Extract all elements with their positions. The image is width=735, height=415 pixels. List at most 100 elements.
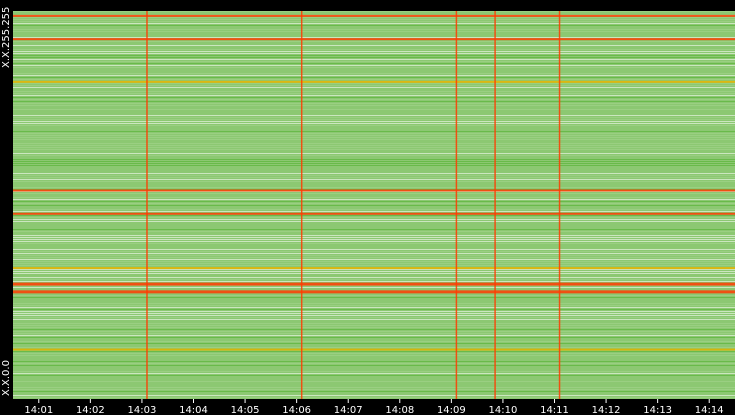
vertical-event-line xyxy=(494,11,496,399)
heatmap-row xyxy=(13,255,735,256)
heatmap-row xyxy=(13,235,735,236)
heatmap-row xyxy=(13,191,735,192)
heatmap-row xyxy=(13,265,735,266)
vertical-event-line xyxy=(455,11,458,399)
heatmap-row xyxy=(13,153,735,154)
heatmap-row xyxy=(13,359,735,360)
heatmap-row xyxy=(13,333,735,334)
heatmap-row xyxy=(13,315,735,316)
heatmap-row xyxy=(13,339,735,340)
heatmap-row xyxy=(13,35,735,36)
heatmap-row xyxy=(13,125,735,126)
heatmap-row xyxy=(13,387,735,388)
heatmap-row xyxy=(13,111,735,112)
heatmap-row xyxy=(13,89,735,90)
heatmap-row xyxy=(13,105,735,106)
y-tick-label-bottom: X.X.0.0 xyxy=(1,360,12,396)
heatmap-row xyxy=(13,209,735,210)
heatmap-row xyxy=(13,261,735,262)
heatmap-row xyxy=(13,139,735,140)
heatmap-row xyxy=(13,47,735,48)
heatmap-rows xyxy=(13,11,735,398)
heatmap-row xyxy=(13,227,735,228)
heatmap-row xyxy=(13,145,735,146)
heatmap-row xyxy=(13,335,735,336)
x-tick-label: 14:01 xyxy=(24,405,53,415)
heatmap-row xyxy=(13,75,735,76)
heatmap-row xyxy=(13,303,735,304)
heatmap-row xyxy=(13,375,735,376)
x-tick-label: 14:13 xyxy=(643,405,672,415)
hot-band xyxy=(13,80,735,83)
heatmap-row xyxy=(13,313,735,314)
heatmap-row xyxy=(13,385,735,386)
heatmap-row xyxy=(13,229,735,230)
heatmap-row xyxy=(13,263,735,264)
vertical-event-line xyxy=(146,11,148,399)
heatmap-row xyxy=(13,201,735,202)
x-tick-label: 14:10 xyxy=(489,405,518,415)
heatmap-row xyxy=(13,295,735,296)
heatmap-row xyxy=(13,323,735,324)
heatmap-row xyxy=(13,297,735,298)
heatmap-row xyxy=(13,279,735,280)
heatmap-row xyxy=(13,91,735,92)
heatmap-row xyxy=(13,363,735,364)
heatmap-row xyxy=(13,233,735,234)
hot-band xyxy=(13,189,735,192)
heatmap-hot-bands xyxy=(13,14,735,351)
heatmap-row xyxy=(13,307,735,308)
y-tick-label-top: X.X.255.255 xyxy=(1,6,12,68)
heatmap-row xyxy=(13,121,735,122)
heatmap-row xyxy=(13,195,735,196)
hot-band xyxy=(13,14,735,17)
heatmap-row xyxy=(13,103,735,104)
heatmap-row xyxy=(13,287,735,288)
heatmap-row xyxy=(13,225,735,226)
x-tick-label: 14:11 xyxy=(540,405,569,415)
heatmap-row xyxy=(13,219,735,220)
heatmap-row xyxy=(13,11,735,12)
heatmap-row xyxy=(13,361,735,362)
heatmap-row xyxy=(13,305,735,306)
heatmap-row xyxy=(13,37,735,38)
heatmap-row xyxy=(13,83,735,84)
heatmap-row xyxy=(13,45,735,46)
x-axis: 14:01 14:02 14:03 14:04 14:05 14:06 14:07 14:08… xyxy=(24,399,724,415)
heatmap-row xyxy=(13,95,735,96)
heatmap-row xyxy=(13,331,735,332)
heatmap-row xyxy=(13,343,735,344)
heatmap-row xyxy=(13,311,735,312)
heatmap-row xyxy=(13,109,735,110)
heatmap-row xyxy=(13,197,735,198)
heatmap-vertical-events xyxy=(146,11,561,399)
heatmap-row xyxy=(13,239,735,240)
heatmap-row xyxy=(13,143,735,144)
heatmap-row xyxy=(13,277,735,278)
heatmap-row xyxy=(13,65,735,66)
heatmap-row xyxy=(13,59,735,60)
heatmap-row xyxy=(13,337,735,338)
heatmap-row xyxy=(13,107,735,108)
heatmap-row xyxy=(13,397,735,398)
heatmap-row xyxy=(13,221,735,222)
x-tick-label: 14:05 xyxy=(231,405,260,415)
heatmap-row xyxy=(13,115,735,116)
heatmap-row xyxy=(13,43,735,44)
heatmap-row xyxy=(13,299,735,300)
heatmap-row xyxy=(13,395,735,396)
heatmap-row xyxy=(13,181,735,182)
x-tick-label: 14:04 xyxy=(179,405,208,415)
heatmap-row xyxy=(13,129,735,130)
heatmap-row xyxy=(13,185,735,186)
heatmap-row xyxy=(13,357,735,358)
heatmap-row xyxy=(13,301,735,302)
heatmap-row xyxy=(13,289,735,290)
heatmap-row xyxy=(13,177,735,178)
heatmap-row xyxy=(13,217,735,218)
heatmap-row xyxy=(13,319,735,320)
heatmap-row xyxy=(13,173,735,174)
heatmap-row xyxy=(13,249,735,250)
heatmap-row xyxy=(13,21,735,22)
